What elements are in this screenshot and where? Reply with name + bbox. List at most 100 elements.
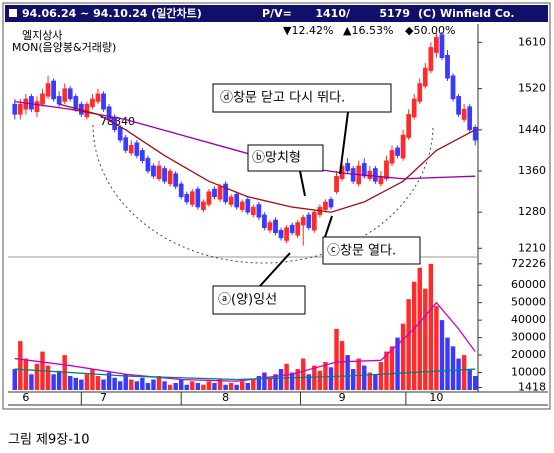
candle-body: [328, 199, 334, 208]
candle-body: [234, 193, 240, 208]
candle-body: [439, 34, 445, 58]
x-tick-label: 7: [100, 391, 107, 404]
volume-bar: [206, 381, 212, 390]
volume-bar: [162, 381, 167, 390]
candle-body: [217, 186, 223, 200]
candle-body: [151, 165, 156, 177]
volume-bar: [334, 328, 339, 390]
volume-bar: [156, 376, 162, 390]
annotation-box: [212, 83, 392, 113]
volume-bar: [445, 337, 450, 390]
candle-body: [256, 204, 262, 218]
stock-name: 엘지상사: [22, 29, 62, 42]
candle-body: [295, 222, 301, 236]
volume-bar: [190, 381, 195, 390]
candle-body: [223, 183, 228, 203]
candle-body: [400, 134, 406, 159]
pv-price: 1410/: [315, 7, 351, 20]
volume-bar: [68, 376, 73, 390]
volume-bar: [234, 384, 239, 390]
arrow: [259, 252, 291, 287]
volume-bar: [306, 374, 312, 390]
volume-bar: [395, 337, 400, 390]
candle-body: [456, 96, 461, 115]
volume-bar: [178, 379, 184, 390]
volume-bar: [423, 288, 428, 390]
candle-body: [162, 168, 167, 182]
candle-body: [434, 36, 439, 53]
candle-body: [12, 103, 18, 115]
candle-body: [284, 227, 289, 241]
y-tick-label: 1210: [518, 241, 546, 254]
volume-bar: [411, 281, 417, 390]
x-tick-label: 8: [222, 391, 229, 404]
volume-bar: [73, 377, 79, 390]
candle-body: [445, 54, 450, 79]
volume-bar: [289, 372, 295, 390]
volume-bar: [212, 383, 217, 390]
candle-body: [278, 230, 284, 239]
candle-body: [300, 217, 306, 226]
candle-body: [184, 193, 190, 203]
y2-tick-label: 10000: [511, 366, 546, 379]
candle-body: [51, 80, 56, 100]
volume-bar: [45, 365, 51, 390]
stat: ◆50.00%: [405, 24, 455, 37]
candle-body: [384, 160, 389, 180]
candle-body: [323, 201, 328, 210]
x-tick-label: 10: [429, 391, 443, 404]
candle-body: [373, 168, 378, 182]
candle-body: [472, 127, 478, 141]
candle-body: [262, 214, 267, 228]
volume-bar: [295, 369, 300, 390]
volume-bar: [12, 369, 17, 390]
candle-body: [167, 170, 173, 185]
annotation-box: [212, 285, 306, 315]
volume-bar: [400, 323, 406, 390]
y2-tick-label: 30000: [511, 331, 546, 344]
volume-bar: [95, 376, 101, 390]
candle-body: [411, 98, 417, 118]
volume-bar: [140, 377, 145, 390]
candle-body: [34, 101, 40, 113]
x-tick-label: 6: [22, 391, 29, 404]
volume-bar: [101, 379, 106, 390]
volume-bar: [173, 383, 178, 390]
volume-bar: [195, 383, 201, 390]
volume-bar: [223, 384, 228, 390]
annotation-text: ⓑ망치형: [252, 151, 301, 166]
volume-bar: [467, 369, 472, 390]
frame: [2, 2, 551, 410]
x-tick-label: 9: [339, 391, 346, 404]
volume-bar: [417, 267, 422, 390]
annotation-box: [322, 236, 421, 265]
candle-body: [23, 98, 29, 110]
volume-bar: [228, 383, 234, 390]
candle-body: [361, 163, 367, 177]
volume-bar: [84, 374, 90, 390]
candle-body: [239, 201, 245, 210]
volume-bar: [350, 369, 356, 390]
volume-bar: [251, 379, 256, 390]
candle-body: [145, 157, 151, 172]
candle-body: [67, 88, 73, 100]
candle-body: [417, 83, 423, 102]
candle-body: [195, 188, 201, 208]
volume-bar: [129, 379, 134, 390]
volume-bar: [123, 374, 128, 390]
volume-bar: [456, 358, 461, 390]
candle-body: [178, 183, 184, 198]
y-tick-label: 1610: [518, 35, 546, 48]
caption: 그림 제9장-10: [8, 433, 89, 448]
volume-bar: [267, 377, 273, 390]
volume-bar: [389, 346, 395, 390]
volume-bar: [356, 358, 361, 390]
candle-body: [106, 106, 112, 120]
candle-body: [62, 88, 68, 102]
pv-volume: 5179: [379, 7, 410, 20]
volume-bar: [328, 367, 334, 390]
chart-mode: MON(음양봉&거래량): [12, 41, 116, 54]
moving-average: [58, 103, 476, 213]
candle-body: [173, 173, 179, 187]
y-tick-label: 1360: [518, 164, 546, 177]
